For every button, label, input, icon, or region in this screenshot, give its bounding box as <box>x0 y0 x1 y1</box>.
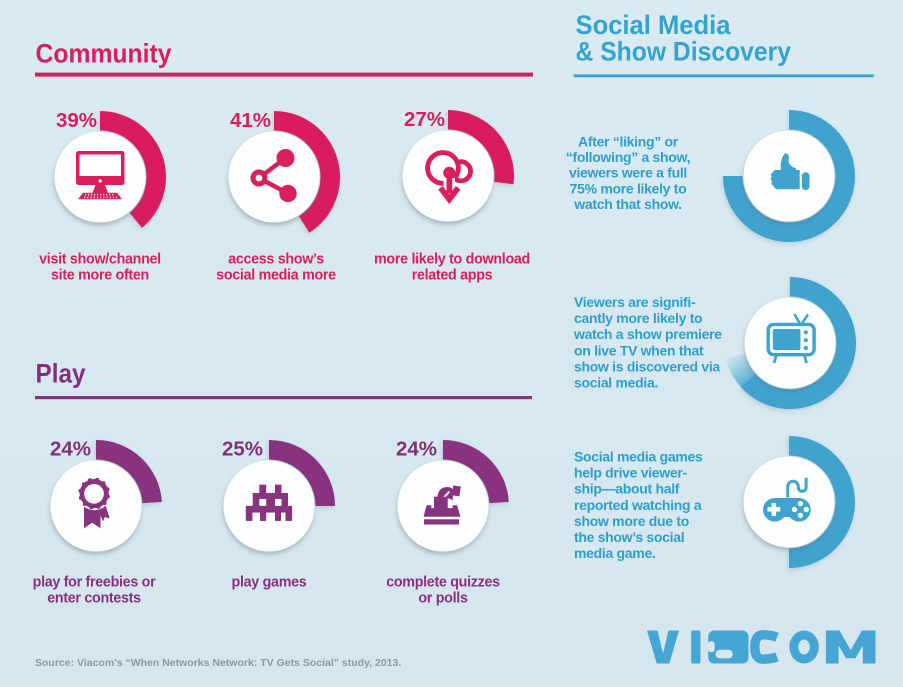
svg-text:27%: 27% <box>404 108 445 131</box>
svg-text:41%: 41% <box>230 109 271 132</box>
svg-text:media game.: media game. <box>574 545 656 561</box>
svg-text:cantly more likely to: cantly more likely to <box>574 310 702 326</box>
svg-text:After “liking” or: After “liking” or <box>578 134 679 150</box>
svg-text:“following” a show,: “following” a show, <box>566 149 690 165</box>
svg-text:watch a show premiere: watch a show premiere <box>573 326 722 342</box>
svg-text:site more often: site more often <box>51 268 149 284</box>
svg-text:Community: Community <box>36 38 172 68</box>
svg-text:on live TV when that: on live TV when that <box>574 342 704 358</box>
svg-text:show more due to: show more due to <box>574 513 689 529</box>
svg-text:social media.: social media. <box>574 375 658 391</box>
svg-text:help drive viewer-: help drive viewer- <box>574 465 688 481</box>
svg-text:more likely to download: more likely to download <box>374 252 530 268</box>
svg-text:75% more likely to: 75% more likely to <box>570 180 687 196</box>
svg-text:Social media games: Social media games <box>574 449 703 465</box>
svg-text:ship—about half: ship—about half <box>574 481 680 497</box>
svg-text:Play: Play <box>36 358 86 388</box>
svg-text:play games: play games <box>232 574 307 590</box>
svg-text:& Show Discovery: & Show Discovery <box>576 36 792 66</box>
svg-text:visit show/channel: visit show/channel <box>39 252 161 268</box>
svg-text:or polls: or polls <box>418 591 468 607</box>
svg-text:Viewers are signifi-: Viewers are signifi- <box>574 294 696 310</box>
svg-text:24%: 24% <box>50 438 91 461</box>
svg-text:24%: 24% <box>396 438 437 461</box>
svg-text:play for freebies or: play for freebies or <box>33 574 156 590</box>
svg-text:related apps: related apps <box>412 268 493 284</box>
svg-text:reported watching a: reported watching a <box>574 497 702 513</box>
svg-text:Source: Viacom’s “When Network: Source: Viacom’s “When Networks Network:… <box>35 657 401 669</box>
svg-text:enter contests: enter contests <box>47 591 141 607</box>
svg-text:Social Media: Social Media <box>576 10 732 40</box>
svg-text:25%: 25% <box>222 438 263 461</box>
svg-text:watch that show.: watch that show. <box>573 196 681 212</box>
svg-text:39%: 39% <box>56 109 97 132</box>
svg-text:access show’s: access show’s <box>228 252 324 268</box>
svg-text:viewers were a full: viewers were a full <box>569 165 687 181</box>
svg-text:complete quizzes: complete quizzes <box>386 574 500 590</box>
svg-text:social media more: social media more <box>216 268 336 284</box>
svg-text:the show’s social: the show’s social <box>574 529 684 545</box>
svg-text:show is discovered via: show is discovered via <box>574 358 720 374</box>
